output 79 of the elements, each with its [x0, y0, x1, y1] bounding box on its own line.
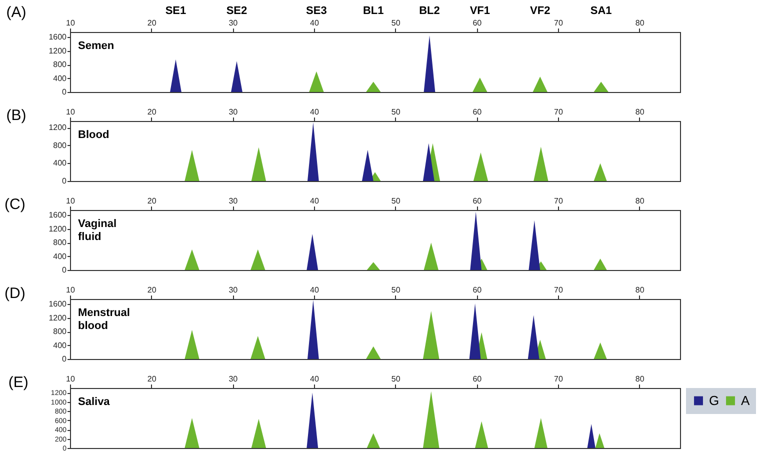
x-tick-label: 80	[635, 108, 645, 116]
y-tick-label: 0	[62, 266, 68, 274]
x-tick-label: 20	[147, 18, 157, 28]
text: SA1	[590, 5, 612, 17]
x-tick-label: 70	[554, 286, 564, 294]
x-tick-label: 80	[635, 286, 645, 294]
x-tick-label: 30	[228, 374, 238, 384]
x-tick-label: 70	[554, 18, 564, 28]
x-tick-label: 50	[391, 108, 401, 116]
chart-title: (A)	[6, 4, 26, 21]
x-tick-label: 40	[310, 374, 320, 384]
x-tick-label: 60	[472, 196, 482, 206]
x-tick-label: 60	[472, 374, 482, 384]
x-tick-label: 50	[391, 196, 401, 206]
x-tick-label: 50	[391, 18, 401, 28]
y-tick-label: 400	[53, 158, 68, 168]
text: SE2	[226, 5, 248, 17]
y-tick-label: 400	[53, 340, 68, 350]
x-tick-label: 40	[310, 18, 320, 28]
annotation: Blood	[78, 129, 110, 141]
y-tick-label: 800	[53, 60, 68, 70]
y-tick-label: 1600	[48, 210, 68, 220]
y-tick-label: 400	[53, 252, 68, 261]
x-tick-label: 40	[310, 196, 320, 206]
y-tick-label: 1200	[48, 313, 68, 322]
chart-title: (B)	[6, 107, 26, 124]
text: SE3	[306, 5, 327, 17]
x-tick-label: 50	[391, 374, 401, 384]
y-tick-label: 800	[53, 140, 68, 150]
x-tick-label: 60	[472, 108, 482, 116]
x-tick-label: 30	[228, 286, 238, 294]
x-tick-label: 40	[310, 108, 320, 116]
annotation: Semen	[78, 40, 114, 52]
x-tick-label: 10	[66, 374, 76, 384]
chart-title: (E)	[8, 374, 28, 391]
x-tick-label: 20	[147, 374, 157, 384]
x-tick-label: 60	[472, 18, 482, 28]
y-tick-label: 1600	[48, 32, 68, 42]
y-tick-label: 0	[62, 88, 68, 96]
annotation: Saliva	[78, 396, 111, 408]
x-tick-label: 20	[147, 196, 157, 206]
x-tick-label: 10	[66, 286, 76, 294]
x-tick-label: 30	[228, 18, 238, 28]
x-tick-label: 10	[66, 196, 76, 206]
annotation: Vaginal fluid	[78, 218, 117, 243]
x-tick-label: 80	[635, 196, 645, 206]
y-tick-label: 1200	[48, 224, 68, 234]
x-tick-label: 10	[66, 18, 76, 28]
x-tick-label: 20	[147, 286, 157, 294]
text: SE1	[165, 5, 186, 17]
text: BL2	[419, 5, 440, 17]
y-tick-label: 800	[53, 327, 68, 336]
x-tick-label: 70	[554, 196, 564, 206]
x-tick-label: 70	[554, 108, 564, 116]
legend-label: G	[709, 392, 720, 408]
x-tick-label: 50	[391, 286, 401, 294]
y-tick-label: 0	[62, 354, 68, 364]
y-tick-label: 1200	[48, 46, 68, 56]
legend-label: A	[741, 392, 750, 408]
chart-title: (C)	[4, 196, 26, 213]
y-tick-label: 400	[53, 74, 68, 83]
y-tick-label: 1600	[48, 300, 68, 309]
x-tick-label: 60	[472, 286, 482, 294]
y-tick-label: 800	[53, 238, 68, 248]
annotation: Menstrual blood	[78, 307, 130, 332]
x-tick-label: 30	[228, 108, 238, 116]
x-tick-label: 20	[147, 108, 157, 116]
text: VF2	[530, 5, 550, 17]
y-tick-label: 0	[62, 176, 68, 186]
x-tick-label: 10	[66, 108, 76, 116]
text: VF1	[470, 5, 490, 17]
chart-title: (D)	[4, 285, 26, 302]
y-tick-label: 1200	[48, 123, 68, 132]
x-tick-label: 40	[310, 286, 320, 294]
text: BL1	[362, 5, 384, 17]
x-tick-label: 70	[554, 374, 564, 384]
x-tick-label: 80	[635, 18, 645, 28]
x-tick-label: 80	[635, 374, 645, 384]
x-tick-label: 30	[228, 196, 238, 206]
